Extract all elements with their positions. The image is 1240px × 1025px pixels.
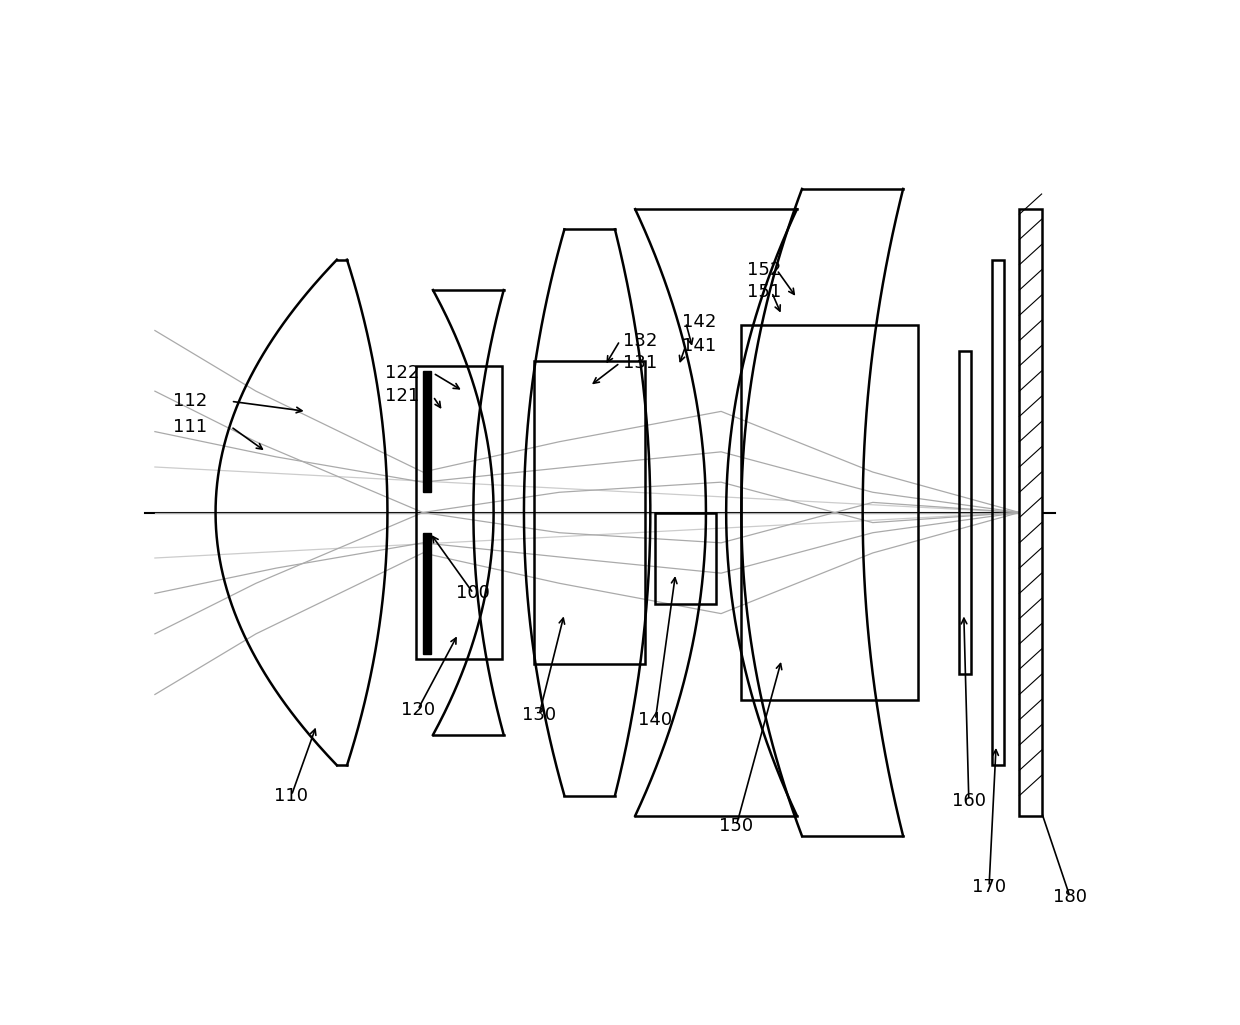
Bar xyxy=(656,512,715,604)
Bar xyxy=(534,361,645,664)
Bar xyxy=(992,259,1004,766)
Text: 152: 152 xyxy=(748,260,781,279)
Text: 100: 100 xyxy=(456,584,490,603)
Text: 130: 130 xyxy=(522,706,557,724)
Text: 111: 111 xyxy=(174,417,207,436)
Bar xyxy=(959,351,971,674)
Bar xyxy=(423,371,432,492)
Text: 180: 180 xyxy=(1053,888,1087,906)
Text: 131: 131 xyxy=(622,354,657,372)
Text: 160: 160 xyxy=(952,791,986,810)
Text: 120: 120 xyxy=(401,701,435,719)
Text: 151: 151 xyxy=(748,283,781,301)
Text: 110: 110 xyxy=(274,786,309,805)
Bar xyxy=(1019,209,1042,816)
Text: 132: 132 xyxy=(622,332,657,350)
Text: 112: 112 xyxy=(174,393,207,410)
Text: 122: 122 xyxy=(386,364,420,382)
Text: 140: 140 xyxy=(639,710,672,729)
Bar xyxy=(742,326,919,699)
Bar xyxy=(423,533,432,654)
Text: 170: 170 xyxy=(972,877,1006,896)
Text: 141: 141 xyxy=(682,336,715,355)
Text: 121: 121 xyxy=(386,387,419,405)
Text: 150: 150 xyxy=(719,817,754,835)
Text: 142: 142 xyxy=(682,314,715,331)
Bar xyxy=(415,366,502,659)
